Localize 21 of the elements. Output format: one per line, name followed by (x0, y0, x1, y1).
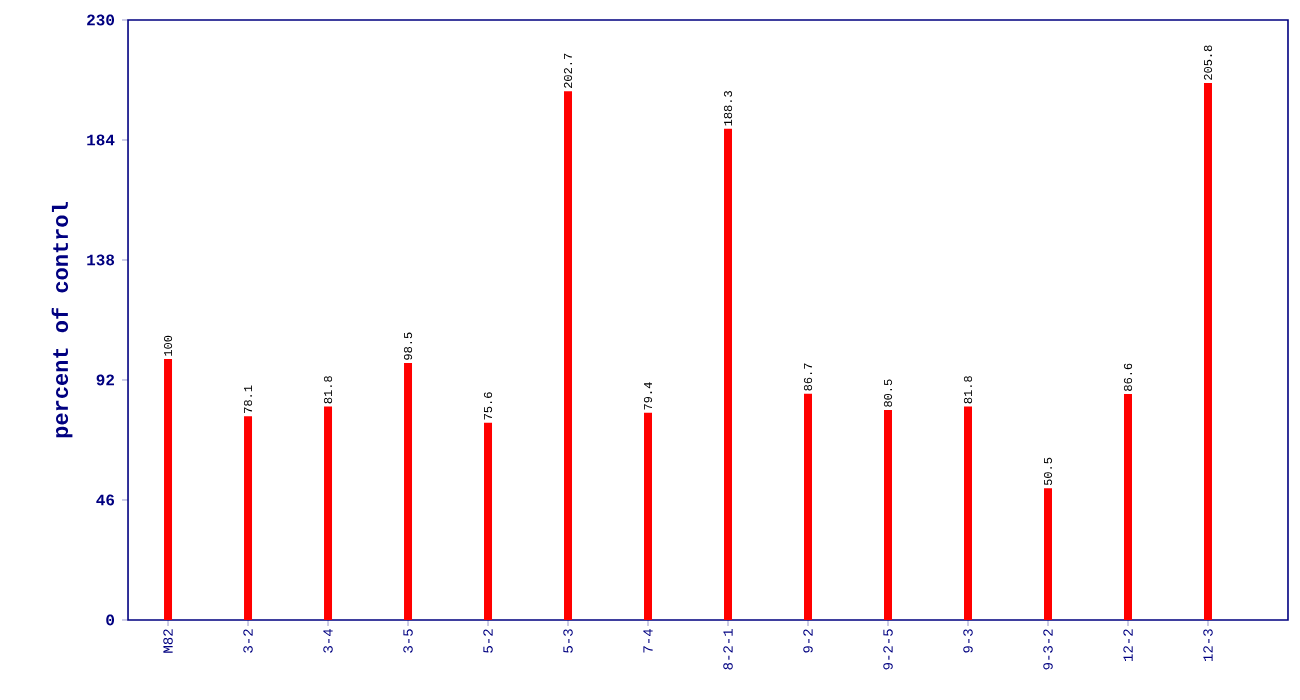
bar (1203, 83, 1212, 620)
bar (244, 416, 253, 620)
bar (564, 91, 573, 620)
bar (1044, 488, 1052, 620)
y-axis-title: percent of control (51, 202, 73, 438)
bar (404, 363, 413, 620)
bar (1124, 394, 1132, 620)
bar (644, 412, 653, 620)
bar (884, 409, 892, 620)
bar (724, 128, 733, 620)
bar (964, 406, 972, 620)
y-tick-label: 138 (87, 254, 115, 266)
bar (804, 393, 813, 620)
y-tick-label: 230 (87, 14, 115, 26)
bar (324, 406, 333, 620)
y-tick-label: 92 (96, 374, 115, 386)
y-tick-label: 46 (96, 494, 115, 506)
y-tick-label: 0 (106, 614, 115, 626)
bar (164, 359, 173, 620)
bar (484, 422, 493, 620)
y-tick-label: 184 (87, 134, 115, 146)
